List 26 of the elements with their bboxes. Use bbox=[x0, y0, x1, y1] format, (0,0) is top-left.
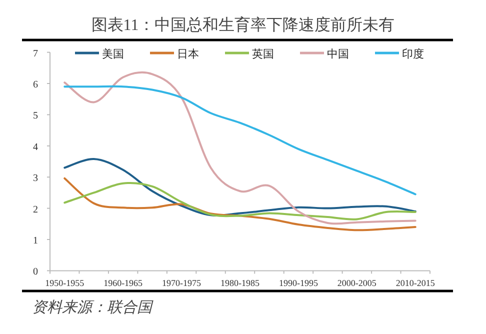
x-tick-label: 1980-1985 bbox=[220, 278, 260, 288]
chart-title: 图表11：中国总和生育率下降速度前所未有 bbox=[91, 16, 395, 34]
legend-label: 日本 bbox=[177, 48, 199, 60]
y-tick-label: 0 bbox=[33, 266, 38, 278]
legend-label: 中国 bbox=[327, 48, 349, 60]
line-series bbox=[64, 177, 416, 232]
line-series bbox=[64, 85, 416, 196]
x-tick-label: 2000-2005 bbox=[337, 278, 377, 288]
legend-label: 英国 bbox=[252, 48, 274, 60]
line-series bbox=[64, 158, 416, 216]
y-tick-label: 1 bbox=[33, 236, 38, 246]
line-series bbox=[64, 182, 416, 220]
x-tick-label: 1950-1955 bbox=[45, 278, 85, 288]
x-tick-label: 1990-1995 bbox=[278, 278, 318, 288]
y-tick-label: 3 bbox=[33, 173, 38, 184]
x-tick-label: 1960-1965 bbox=[104, 278, 144, 288]
x-tick-label: 1970-1975 bbox=[162, 278, 202, 288]
legend-label: 美国 bbox=[102, 48, 124, 60]
y-tick-label: 5 bbox=[33, 110, 38, 122]
x-tick-label: 2010-2015 bbox=[396, 278, 436, 288]
y-tick-label: 6 bbox=[33, 80, 38, 90]
y-tick-label: 2 bbox=[33, 204, 38, 216]
y-tick-label: 4 bbox=[33, 142, 38, 153]
text: 资料来源：联合国 bbox=[32, 299, 154, 316]
legend-label: 印度 bbox=[402, 48, 424, 60]
y-tick-label: 7 bbox=[33, 48, 38, 60]
